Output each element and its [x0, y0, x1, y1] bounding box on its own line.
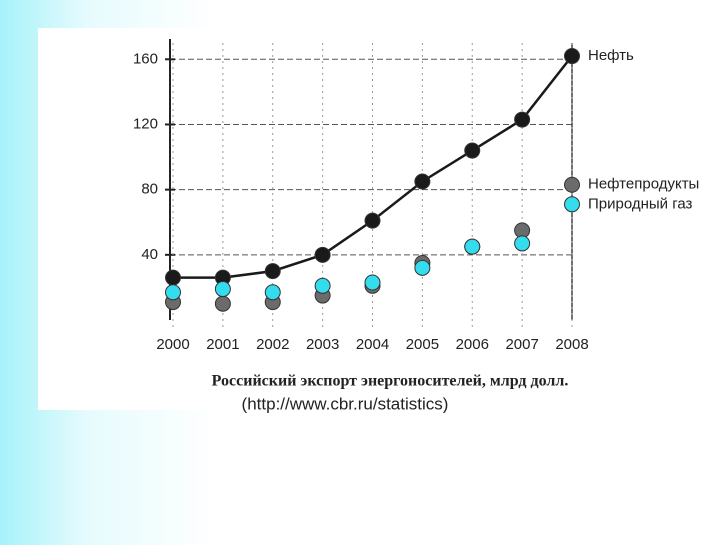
data-point: [514, 235, 531, 252]
data-point: [264, 284, 281, 301]
series-label: Природный газ: [588, 195, 693, 212]
x-tick-label: 2004: [356, 336, 389, 353]
data-point: [514, 111, 531, 128]
x-tick-label: 2006: [456, 336, 489, 353]
scan-area: [38, 28, 668, 410]
source: (http://www.cbr.ru/statistics): [242, 394, 449, 413]
data-point: [214, 295, 231, 312]
x-tick-label: 2001: [206, 336, 239, 353]
x-tick-label: 2008: [555, 336, 588, 353]
data-point: [165, 284, 181, 301]
data-point: [464, 142, 481, 159]
series-label: Нефтепродукты: [588, 176, 699, 193]
caption: Российский экспорт энергоносителей, млрд…: [212, 373, 569, 390]
data-point: [314, 246, 331, 263]
data-point: [314, 277, 331, 294]
data-point: [364, 274, 381, 291]
data-point: [364, 212, 381, 229]
series-label: Нефть: [588, 47, 634, 64]
x-tick-label: 2003: [306, 336, 339, 353]
data-point: [264, 263, 281, 280]
y-tick-label: 40: [141, 246, 158, 263]
data-point: [414, 173, 431, 190]
data-point: [564, 196, 580, 213]
x-tick-label: 2002: [256, 336, 289, 353]
data-point: [414, 259, 431, 276]
x-tick-label: 2007: [505, 336, 538, 353]
data-point: [464, 238, 481, 255]
y-tick-label: 160: [133, 50, 158, 67]
y-tick-label: 120: [133, 115, 158, 132]
data-point: [564, 48, 580, 65]
data-point: [165, 269, 181, 286]
y-tick-label: 80: [141, 181, 158, 198]
x-tick-label: 2000: [156, 336, 189, 353]
x-tick-label: 2005: [406, 336, 439, 353]
data-point: [564, 176, 580, 193]
data-point: [214, 281, 231, 298]
